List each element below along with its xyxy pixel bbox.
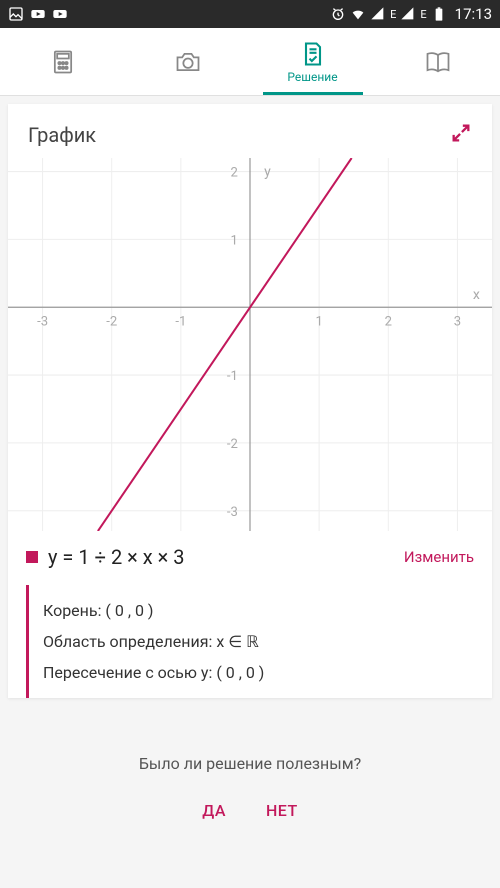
svg-text:1: 1 bbox=[315, 314, 322, 329]
feedback-no-button[interactable]: НЕТ bbox=[266, 801, 298, 820]
status-bar: E E 17:13 bbox=[0, 0, 500, 28]
tab-camera[interactable] bbox=[125, 28, 250, 95]
graph-card: График -3 -2 -1 1 2 3 -3 -2 -1 1 2 x y y = 1 ÷ 2 × x… bbox=[8, 104, 492, 698]
picture-icon bbox=[8, 6, 24, 22]
expand-icon bbox=[450, 122, 472, 144]
signal-label-2: E bbox=[420, 8, 426, 21]
status-time: 17:13 bbox=[455, 5, 492, 23]
chart-container[interactable]: -3 -2 -1 1 2 3 -3 -2 -1 1 2 x y bbox=[8, 158, 492, 531]
battery-icon bbox=[431, 6, 447, 22]
svg-text:-3: -3 bbox=[227, 505, 238, 520]
svg-text:1: 1 bbox=[231, 233, 238, 248]
svg-text:-2: -2 bbox=[106, 314, 117, 329]
wifi-icon bbox=[350, 6, 366, 22]
feedback-section: Было ли решение полезным? ДА НЕТ bbox=[0, 716, 500, 856]
result-yintercept: Пересечение с осью y: ( 0 , 0 ) bbox=[43, 657, 474, 688]
calculator-icon bbox=[49, 48, 77, 76]
result-root: Корень: ( 0 , 0 ) bbox=[43, 595, 474, 626]
card-header: График bbox=[8, 104, 492, 158]
results-block: Корень: ( 0 , 0 ) Область определения: x… bbox=[26, 585, 474, 698]
svg-text:y: y bbox=[264, 164, 271, 180]
domain-value: x ∈ ℝ bbox=[216, 632, 258, 651]
camera-icon bbox=[174, 48, 202, 76]
book-icon bbox=[424, 48, 452, 76]
svg-text:-3: -3 bbox=[37, 314, 48, 329]
change-button[interactable]: Изменить bbox=[404, 548, 474, 566]
signal-label-1: E bbox=[390, 8, 396, 21]
yintercept-label: Пересечение с осью y: bbox=[43, 663, 212, 682]
feedback-question: Было ли решение полезным? bbox=[0, 754, 500, 773]
svg-text:-1: -1 bbox=[175, 314, 186, 329]
domain-label: Область определения: bbox=[43, 632, 212, 651]
card-title: График bbox=[28, 123, 96, 147]
equation-marker bbox=[26, 551, 38, 563]
svg-text:-1: -1 bbox=[227, 369, 238, 384]
document-check-icon bbox=[299, 40, 327, 68]
expand-button[interactable] bbox=[450, 122, 472, 148]
tab-bar: Решение bbox=[0, 28, 500, 96]
svg-text:x: x bbox=[473, 287, 480, 303]
feedback-yes-button[interactable]: ДА bbox=[202, 801, 226, 820]
line-chart: -3 -2 -1 1 2 3 -3 -2 -1 1 2 x y bbox=[8, 158, 492, 531]
tab-book[interactable] bbox=[375, 28, 500, 95]
tab-calculator[interactable] bbox=[0, 28, 125, 95]
svg-text:2: 2 bbox=[231, 166, 238, 181]
equation-row: y = 1 ÷ 2 × x × 3 Изменить bbox=[8, 531, 492, 579]
svg-text:2: 2 bbox=[385, 314, 392, 329]
alarm-icon bbox=[330, 6, 346, 22]
svg-text:-2: -2 bbox=[227, 437, 238, 452]
tab-solution[interactable]: Решение bbox=[250, 28, 375, 95]
youtube-icon bbox=[30, 6, 46, 22]
result-domain: Область определения: x ∈ ℝ bbox=[43, 626, 474, 657]
yintercept-value: ( 0 , 0 ) bbox=[216, 663, 264, 682]
signal-icon bbox=[400, 6, 416, 22]
root-label: Корень: bbox=[43, 601, 101, 620]
root-value: ( 0 , 0 ) bbox=[105, 601, 153, 620]
signal-icon bbox=[370, 6, 386, 22]
svg-text:3: 3 bbox=[454, 314, 461, 329]
youtube-icon bbox=[52, 6, 68, 22]
tab-solution-label: Решение bbox=[287, 70, 337, 84]
equation-text: y = 1 ÷ 2 × x × 3 bbox=[48, 545, 404, 569]
